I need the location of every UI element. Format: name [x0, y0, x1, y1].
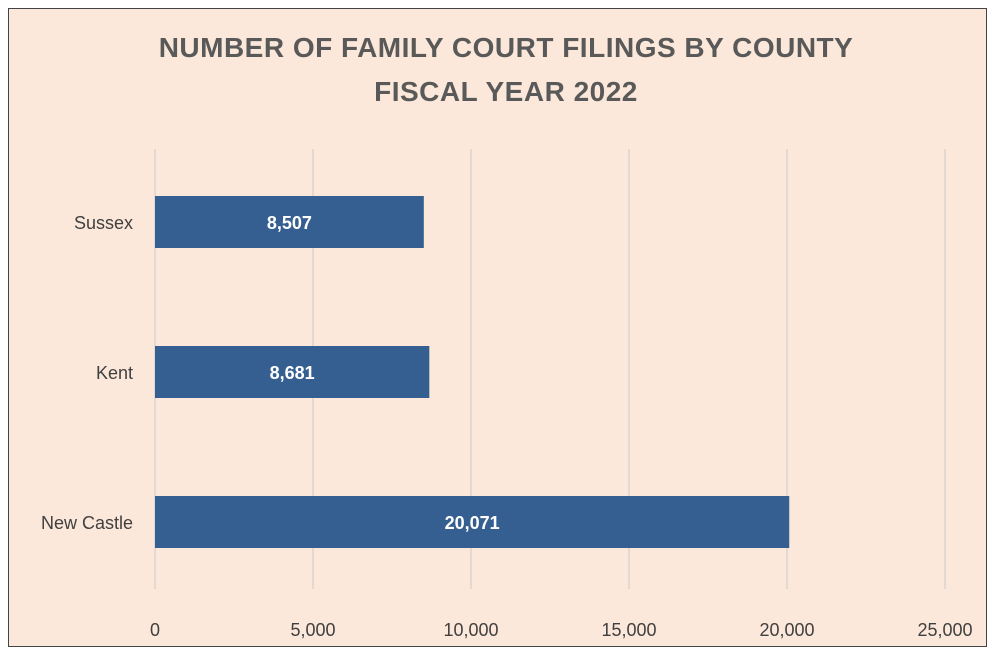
x-tick-label: 25,000 [917, 620, 972, 640]
bar [155, 196, 424, 248]
category-labels: Sussex Kent New Castle [41, 213, 133, 533]
x-tick-label: 20,000 [759, 620, 814, 640]
data-label: 8,507 [267, 213, 312, 233]
category-label: Kent [96, 363, 133, 383]
x-tick-label: 5,000 [290, 620, 335, 640]
bar-chart: NUMBER OF FAMILY COURT FILINGS BY COUNTY… [41, 32, 973, 640]
x-tick-label: 10,000 [443, 620, 498, 640]
category-label: New Castle [41, 513, 133, 533]
x-axis-tick-labels: 0 5,000 10,000 15,000 20,000 25,000 [150, 620, 973, 640]
bars: 8,507 8,681 20,071 [155, 196, 790, 548]
data-label: 8,681 [270, 363, 315, 383]
chart-frame: NUMBER OF FAMILY COURT FILINGS BY COUNTY… [8, 8, 987, 647]
x-tick-label: 0 [150, 620, 160, 640]
category-label: Sussex [74, 213, 133, 233]
chart-subtitle: FISCAL YEAR 2022 [374, 76, 638, 107]
bar [155, 496, 790, 548]
bar [155, 346, 430, 398]
data-label: 20,071 [445, 513, 500, 533]
chart-title: NUMBER OF FAMILY COURT FILINGS BY COUNTY [159, 32, 854, 63]
x-tick-label: 15,000 [601, 620, 656, 640]
